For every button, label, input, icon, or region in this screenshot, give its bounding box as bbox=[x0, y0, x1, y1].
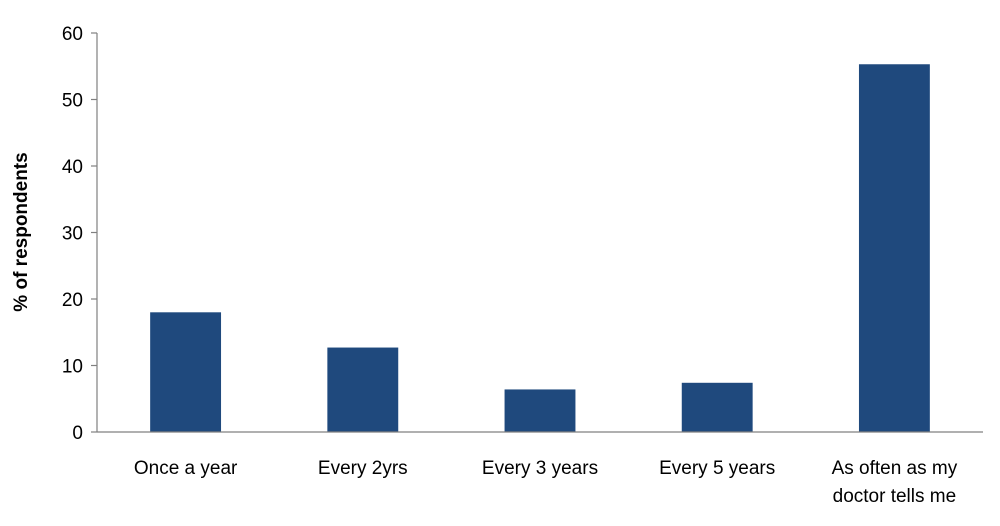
bar bbox=[150, 312, 222, 432]
bars-group bbox=[150, 64, 930, 432]
y-tick-label: 50 bbox=[62, 91, 83, 112]
y-axis-ticks: 0 10 20 30 40 50 60 bbox=[62, 24, 97, 444]
y-tick-label: 30 bbox=[62, 224, 83, 245]
x-category-label: Every 2yrs bbox=[318, 458, 408, 479]
bar bbox=[681, 382, 753, 432]
bar bbox=[504, 389, 576, 432]
bar bbox=[858, 64, 930, 432]
y-tick-label: 10 bbox=[62, 357, 83, 378]
y-tick-label: 20 bbox=[62, 290, 83, 311]
x-category-label: doctor tells me bbox=[833, 486, 957, 507]
x-category-label: As often as my bbox=[832, 458, 958, 479]
x-category-label: Once a year bbox=[134, 458, 238, 479]
x-category-label: Every 3 years bbox=[482, 458, 598, 479]
y-tick-label: 40 bbox=[62, 157, 83, 178]
x-category-label: Every 5 years bbox=[659, 458, 775, 479]
bar bbox=[327, 347, 399, 432]
y-tick-label: 0 bbox=[72, 423, 83, 444]
x-axis-labels: Once a year Every 2yrs Every 3 years Every … bbox=[134, 458, 958, 507]
y-axis-title: % of respondents bbox=[11, 152, 32, 311]
y-tick-label: 60 bbox=[62, 24, 83, 45]
